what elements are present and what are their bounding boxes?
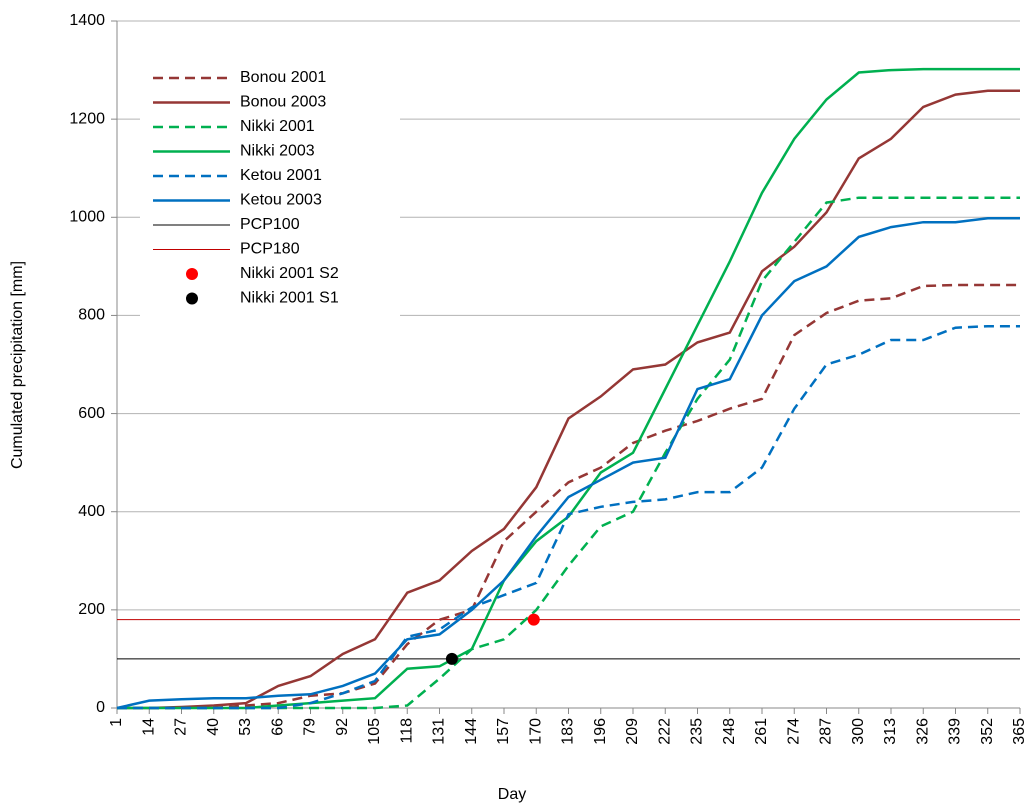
legend-label: PCP180 <box>240 241 300 258</box>
x-tick-label: 274 <box>785 718 802 745</box>
y-tick-label: 1400 <box>69 12 105 29</box>
x-tick-label: 144 <box>463 718 480 745</box>
x-tick-label: 235 <box>689 718 706 745</box>
marker <box>527 613 540 626</box>
series-line <box>117 283 1020 710</box>
x-tick-label: 287 <box>818 718 835 745</box>
y-tick-label: 800 <box>78 307 105 324</box>
marker <box>445 652 458 665</box>
x-tick-label: 352 <box>979 718 996 745</box>
y-tick-label: 600 <box>78 405 105 422</box>
x-tick-label: 105 <box>366 718 383 745</box>
x-tick-label: 300 <box>850 718 867 745</box>
legend-swatch <box>186 268 198 280</box>
x-tick-label: 209 <box>624 718 641 745</box>
legend-box <box>140 62 400 317</box>
x-tick-label: 339 <box>947 718 964 745</box>
y-axis-title: Cumulated precipitation [mm] <box>9 261 26 469</box>
legend-label: Bonou 2001 <box>240 69 326 86</box>
x-tick-label: 1 <box>108 718 125 727</box>
y-tick-label: 400 <box>78 503 105 520</box>
x-tick-label: 79 <box>302 718 319 736</box>
legend-label: Nikki 2001 S2 <box>240 265 339 282</box>
legend-label: Bonou 2003 <box>240 94 326 111</box>
x-tick-label: 261 <box>753 718 770 745</box>
x-tick-label: 131 <box>431 718 448 745</box>
x-tick-label: 222 <box>656 718 673 745</box>
y-tick-label: 200 <box>78 601 105 618</box>
x-tick-label: 183 <box>560 718 577 745</box>
legend-label: Ketou 2003 <box>240 192 322 209</box>
x-tick-label: 118 <box>398 718 415 744</box>
legend-label: PCP100 <box>240 216 300 233</box>
x-tick-label: 248 <box>721 718 738 745</box>
y-tick-label: 1000 <box>69 209 105 226</box>
y-tick-label: 1200 <box>69 110 105 127</box>
x-tick-label: 170 <box>527 718 544 745</box>
x-tick-label: 40 <box>205 718 222 736</box>
legend-swatch <box>186 292 198 305</box>
x-tick-label: 313 <box>882 718 899 745</box>
x-tick-label: 66 <box>269 718 286 736</box>
series-line <box>116 217 1020 710</box>
x-axis-title: Day <box>498 786 526 803</box>
legend-label: Ketou 2001 <box>240 167 322 184</box>
x-tick-label: 196 <box>592 718 609 745</box>
x-tick-label: 14 <box>140 718 157 736</box>
series-line <box>117 89 1020 710</box>
series-line <box>117 324 1020 710</box>
legend-label: Nikki 2001 S1 <box>240 290 339 307</box>
x-tick-label: 53 <box>237 718 254 736</box>
x-tick-label: 157 <box>495 718 512 745</box>
x-tick-label: 92 <box>334 718 351 736</box>
x-tick-label: 326 <box>914 718 931 745</box>
x-tick-label: 27 <box>173 718 190 736</box>
legend-label: Nikki 2003 <box>240 143 315 160</box>
x-tick-label: 365 <box>1011 718 1028 745</box>
y-tick-label: 0 <box>96 699 105 716</box>
legend-label: Nikki 2001 <box>240 118 315 135</box>
